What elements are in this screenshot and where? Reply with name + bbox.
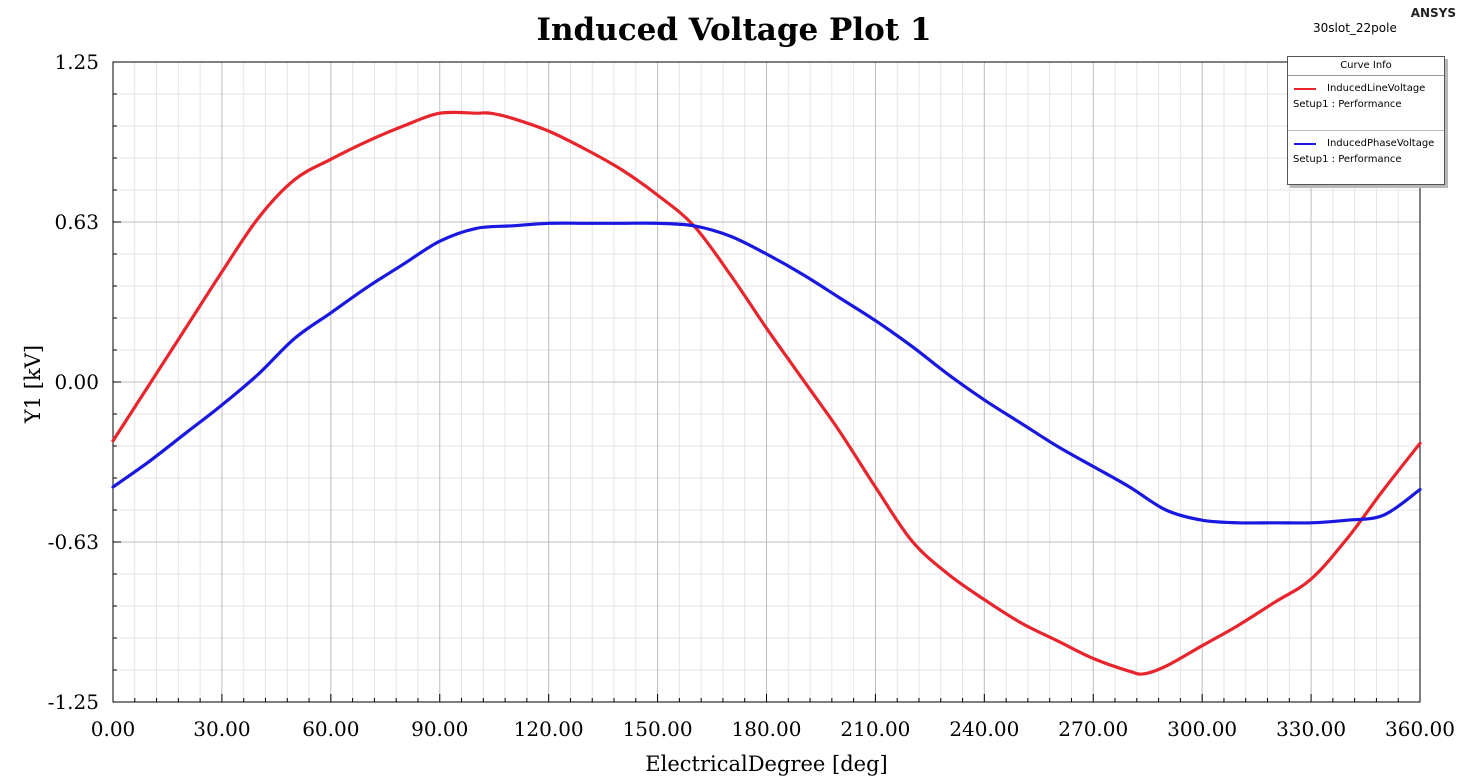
x-tick-label: 120.00: [514, 717, 584, 741]
legend-entry-line-voltage[interactable]: InducedLineVoltage Setup1 : Performance: [1288, 76, 1444, 130]
x-tick-label: 150.00: [623, 717, 693, 741]
x-tick-label: 0.00: [91, 717, 136, 741]
legend-title: Curve Info: [1288, 57, 1444, 76]
x-tick-label: 240.00: [949, 717, 1019, 741]
x-axis-label: ElectricalDegree [deg]: [645, 752, 888, 776]
y-axis-label: Y1 [kV]: [21, 344, 45, 424]
x-tick-label: 30.00: [193, 717, 250, 741]
y-tick-label: 0.00: [54, 370, 99, 394]
y-tick-label: 0.63: [54, 210, 99, 234]
legend-entry-phase-voltage[interactable]: InducedPhaseVoltage Setup1 : Performance: [1288, 130, 1444, 185]
x-tick-label: 90.00: [411, 717, 468, 741]
legend-series-setup: Setup1 : Performance: [1293, 154, 1402, 165]
series-line-induced-line-voltage: [111, 110, 1422, 676]
x-tick-label: 270.00: [1058, 717, 1128, 741]
legend-swatch-phase-voltage: [1294, 143, 1316, 145]
legend-swatch-line-voltage: [1294, 88, 1316, 90]
x-tick-label: 60.00: [302, 717, 359, 741]
legend-series-name: InducedPhaseVoltage: [1327, 138, 1435, 149]
x-tick-label: 330.00: [1276, 717, 1346, 741]
design-name: 30slot_22pole: [1313, 21, 1397, 35]
y-tick-label: -0.63: [48, 530, 99, 554]
legend-series-setup: Setup1 : Performance: [1293, 99, 1402, 110]
x-tick-label: 180.00: [732, 717, 802, 741]
series-line-induced-phase-voltage: [111, 221, 1422, 525]
x-tick-label: 210.00: [840, 717, 910, 741]
ansys-logo: ANSYS: [1410, 6, 1456, 20]
y-tick-label: 1.25: [54, 50, 99, 74]
y-tick-label: -1.25: [48, 690, 99, 714]
chart-title: Induced Voltage Plot 1: [536, 12, 932, 48]
legend[interactable]: Curve Info InducedLineVoltage Setup1 : P…: [1287, 56, 1445, 185]
x-tick-label: 300.00: [1167, 717, 1237, 741]
x-tick-label: 360.00: [1385, 717, 1455, 741]
legend-series-name: InducedLineVoltage: [1327, 83, 1426, 94]
